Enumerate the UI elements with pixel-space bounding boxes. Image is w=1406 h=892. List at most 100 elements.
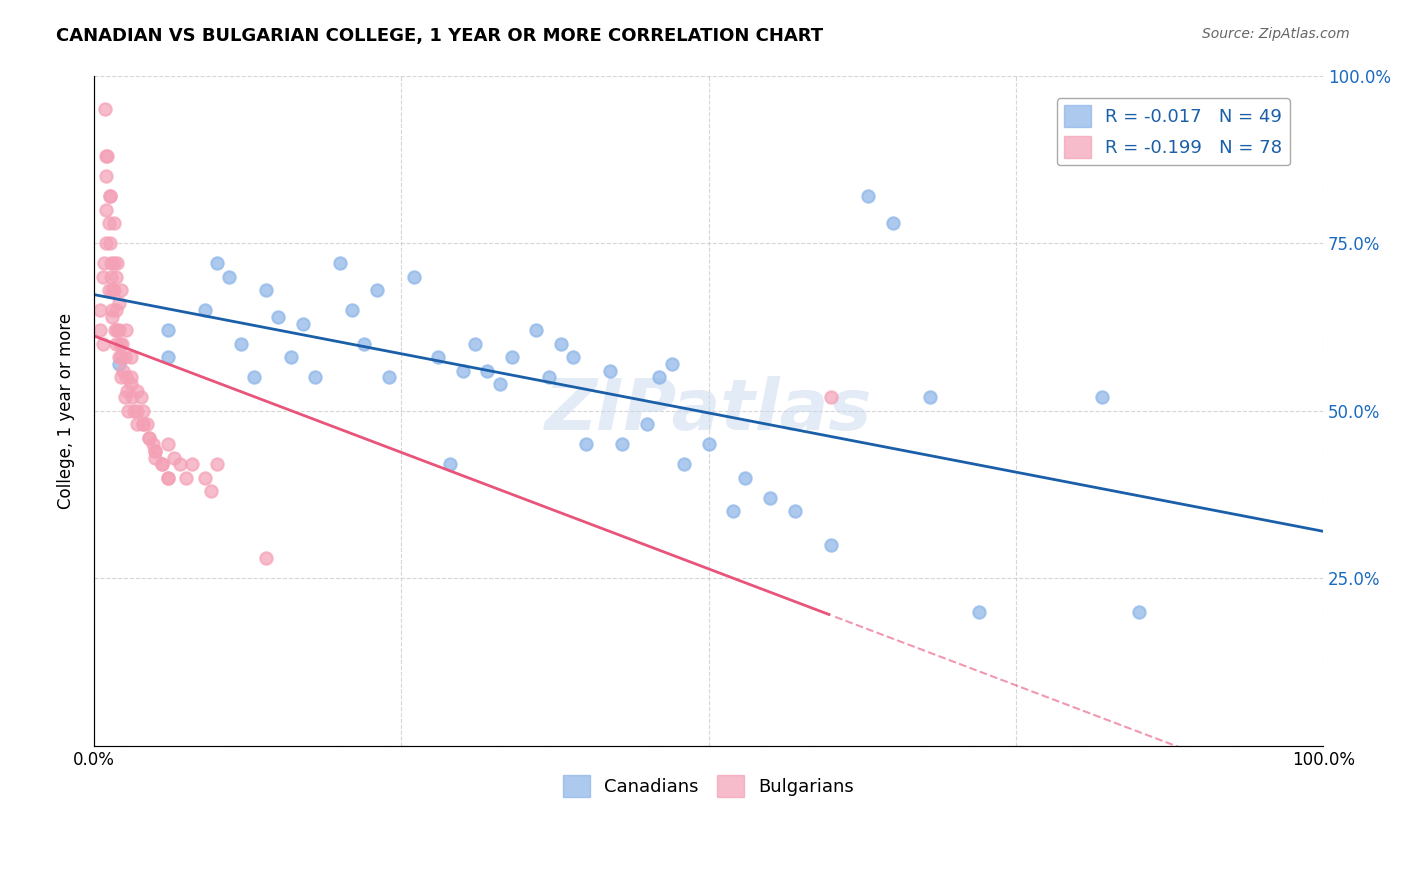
- Point: [477, 363, 499, 377]
- Point: [107, 323, 129, 337]
- Point: [107, 357, 129, 371]
- Point: [882, 216, 904, 230]
- Point: [200, 484, 222, 499]
- Point: [145, 444, 167, 458]
- Point: [648, 370, 671, 384]
- Point: [156, 323, 179, 337]
- Point: [254, 551, 277, 566]
- Point: [104, 323, 127, 337]
- Point: [103, 256, 125, 270]
- Point: [526, 323, 548, 337]
- Point: [291, 317, 314, 331]
- Point: [94, 102, 117, 116]
- Point: [734, 471, 756, 485]
- Point: [135, 417, 157, 432]
- Point: [107, 350, 129, 364]
- Point: [110, 370, 132, 384]
- Point: [254, 283, 277, 297]
- Point: [105, 323, 128, 337]
- Point: [1128, 605, 1150, 619]
- Point: [101, 303, 124, 318]
- Point: [575, 437, 598, 451]
- Point: [193, 471, 215, 485]
- Point: [98, 189, 121, 203]
- Point: [488, 376, 510, 391]
- Point: [550, 336, 572, 351]
- Point: [138, 431, 160, 445]
- Point: [101, 310, 124, 324]
- Point: [967, 605, 990, 619]
- Text: Source: ZipAtlas.com: Source: ZipAtlas.com: [1202, 27, 1350, 41]
- Point: [1091, 390, 1114, 404]
- Point: [366, 283, 388, 297]
- Point: [120, 350, 142, 364]
- Point: [145, 450, 167, 465]
- Point: [163, 450, 186, 465]
- Point: [537, 370, 560, 384]
- Point: [150, 458, 173, 472]
- Point: [280, 350, 302, 364]
- Point: [132, 417, 155, 432]
- Point: [114, 350, 136, 364]
- Point: [132, 403, 155, 417]
- Point: [304, 370, 326, 384]
- Point: [110, 350, 132, 364]
- Point: [820, 390, 842, 404]
- Point: [156, 350, 179, 364]
- Point: [562, 350, 585, 364]
- Point: [125, 417, 148, 432]
- Point: [636, 417, 658, 432]
- Point: [661, 357, 683, 371]
- Text: ZIPatlas: ZIPatlas: [546, 376, 872, 445]
- Point: [156, 471, 179, 485]
- Point: [105, 336, 128, 351]
- Point: [91, 269, 114, 284]
- Point: [759, 491, 782, 505]
- Point: [98, 236, 121, 251]
- Point: [501, 350, 523, 364]
- Point: [89, 323, 111, 337]
- Point: [115, 370, 138, 384]
- Legend: Canadians, Bulgarians: Canadians, Bulgarians: [555, 767, 862, 804]
- Point: [242, 370, 264, 384]
- Point: [96, 236, 118, 251]
- Text: CANADIAN VS BULGARIAN COLLEGE, 1 YEAR OR MORE CORRELATION CHART: CANADIAN VS BULGARIAN COLLEGE, 1 YEAR OR…: [56, 27, 824, 45]
- Point: [174, 471, 197, 485]
- Point: [105, 256, 128, 270]
- Point: [156, 437, 179, 451]
- Point: [93, 256, 115, 270]
- Point: [205, 256, 228, 270]
- Point: [129, 390, 152, 404]
- Point: [340, 303, 363, 318]
- Point: [114, 390, 136, 404]
- Point: [97, 283, 120, 297]
- Point: [125, 384, 148, 398]
- Point: [150, 458, 173, 472]
- Point: [721, 504, 744, 518]
- Point: [120, 370, 142, 384]
- Point: [100, 269, 122, 284]
- Point: [138, 431, 160, 445]
- Point: [96, 149, 118, 163]
- Point: [267, 310, 290, 324]
- Point: [169, 458, 191, 472]
- Point: [145, 444, 167, 458]
- Point: [100, 256, 122, 270]
- Point: [105, 269, 128, 284]
- Point: [918, 390, 941, 404]
- Point: [96, 202, 118, 217]
- Point: [205, 458, 228, 472]
- Point: [132, 417, 155, 432]
- Point: [193, 303, 215, 318]
- Point: [464, 336, 486, 351]
- Point: [96, 169, 118, 183]
- Point: [91, 336, 114, 351]
- Point: [124, 403, 146, 417]
- Point: [181, 458, 204, 472]
- Point: [231, 336, 253, 351]
- Point: [125, 403, 148, 417]
- Point: [112, 363, 135, 377]
- Point: [439, 458, 461, 472]
- Point: [820, 538, 842, 552]
- Point: [451, 363, 474, 377]
